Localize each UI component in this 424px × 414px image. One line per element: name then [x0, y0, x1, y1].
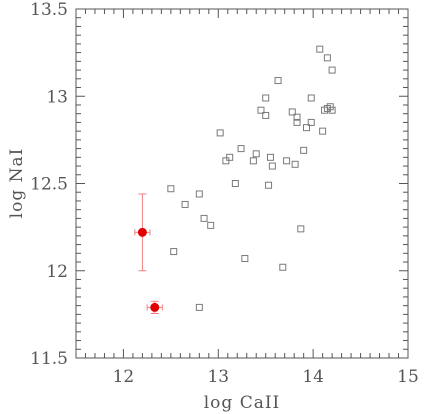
comparison-point [316, 45, 324, 53]
x-tick-label: 13 [207, 367, 229, 387]
comparison-point [195, 303, 203, 311]
comparison-point [241, 255, 249, 263]
comparison-point [268, 162, 276, 170]
comparison-point [207, 221, 215, 229]
y-tick-label: 11.5 [30, 349, 68, 369]
y-tick-label: 13 [46, 87, 68, 107]
x-tick-labels: 12 13 14 15 [113, 367, 419, 387]
comparison-point [307, 118, 315, 126]
comparison-point [291, 160, 299, 168]
comparison-point [288, 108, 296, 116]
comparison-point [279, 263, 287, 271]
comparison-point [200, 214, 208, 222]
comparison-point [170, 248, 178, 256]
comparison-point [262, 94, 270, 102]
comparison-point [195, 190, 203, 198]
comparison-point [216, 129, 224, 137]
plot-frame [75, 8, 409, 359]
comparison-point [307, 94, 315, 102]
comparison-point [328, 66, 336, 74]
comparison-point [257, 106, 265, 114]
comparison-point [181, 200, 189, 208]
y-axis-title: log NaI [7, 148, 27, 219]
comparison-point [300, 146, 308, 154]
y-tick-labels: 11.5 12 12.5 13 13.5 [30, 0, 68, 369]
comparison-point [303, 124, 311, 132]
y-tick-label: 12 [46, 262, 68, 282]
comparison-point [231, 180, 239, 187]
comparison-point [323, 54, 331, 62]
x-axis-title: log CaII [204, 393, 281, 413]
highlight-point [150, 302, 160, 312]
comparison-point [252, 150, 260, 158]
highlight-point [137, 227, 147, 237]
comparison-point [167, 185, 175, 193]
x-tick-label: 14 [302, 367, 324, 387]
comparison-point [283, 157, 291, 165]
comparison-point [262, 111, 270, 119]
y-tick-label: 13.5 [30, 0, 68, 20]
comparison-point [226, 153, 234, 161]
comparison-point [319, 127, 327, 135]
comparison-point [266, 153, 274, 161]
x-tick-label: 12 [113, 367, 135, 387]
x-tick-label: 15 [397, 367, 419, 387]
comparison-point [237, 145, 245, 153]
comparison-point [274, 77, 282, 85]
y-tick-label: 12.5 [30, 175, 68, 195]
comparison-point [328, 106, 336, 114]
comparison-point [249, 157, 257, 165]
data-points [137, 45, 336, 312]
comparison-point [297, 225, 305, 233]
comparison-point [265, 181, 273, 189]
comparison-point [293, 118, 301, 126]
comparison-point [293, 113, 301, 121]
